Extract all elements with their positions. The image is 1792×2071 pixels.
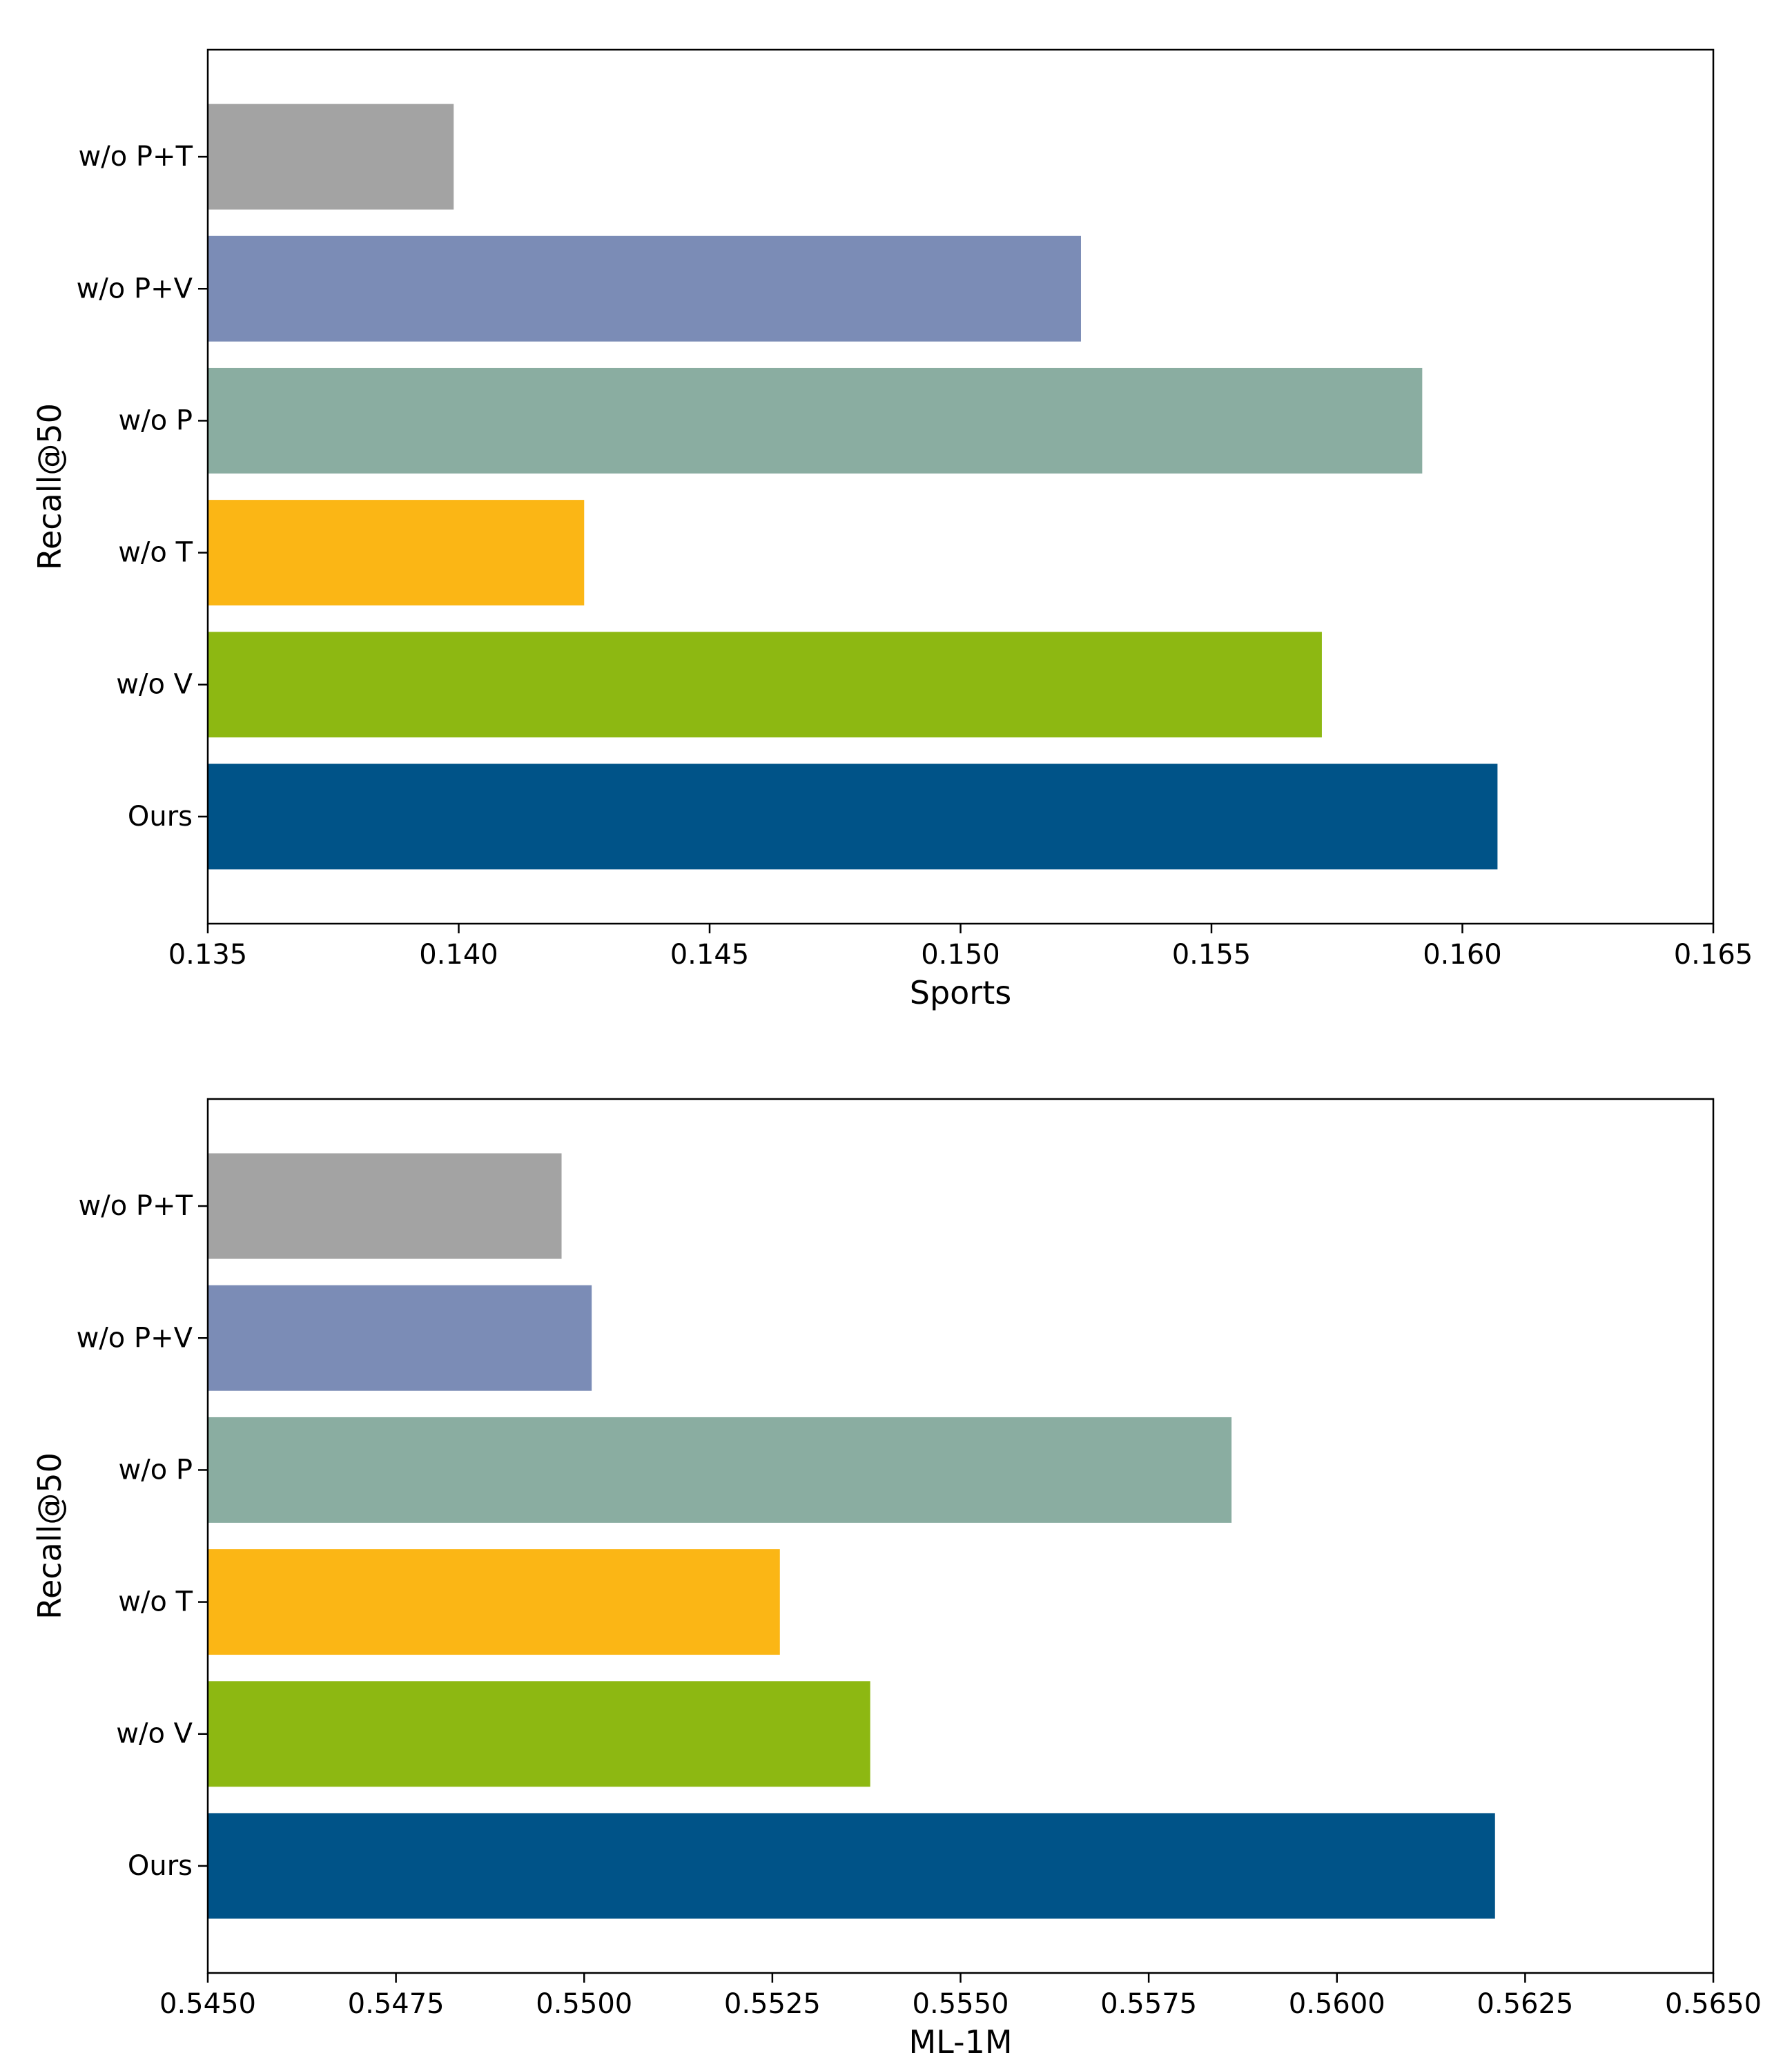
x-tick-label: 0.5525 (724, 1988, 821, 2020)
x-tick-label: 0.140 (419, 939, 498, 971)
x-axis-label: ML-1M (908, 2023, 1012, 2061)
y-axis-label: Recall@50 (31, 1452, 68, 1620)
category-label: Ours (128, 801, 193, 833)
bar-w-o-p (208, 1417, 1232, 1523)
category-label: w/o V (116, 1718, 193, 1750)
category-label: w/o V (116, 669, 193, 701)
bar-ours (208, 1813, 1495, 1919)
category-label: w/o T (118, 537, 193, 569)
bar-w-o-v (208, 632, 1322, 738)
bar-w-o-p-v (208, 1285, 592, 1391)
bar-w-o-p-v (208, 235, 1081, 342)
category-label: w/o T (118, 1586, 193, 1618)
bar-ours (208, 764, 1498, 870)
x-tick-label: 0.5600 (1289, 1988, 1385, 2020)
bar-w-o-p-t (208, 104, 454, 210)
category-label: w/o P (119, 1454, 193, 1486)
bar-w-o-p (208, 367, 1423, 474)
x-tick-label: 0.145 (670, 939, 750, 971)
x-tick-label: 0.150 (921, 939, 1000, 971)
bar-w-o-p-t (208, 1153, 562, 1259)
chart-ml-1m: w/o P+T w/o P+V w/o P w/o T w/o V Ours 0.5450 0… (31, 1098, 1762, 2061)
x-tick-label: 0.155 (1172, 939, 1252, 971)
category-label: w/o P (119, 405, 193, 436)
category-label: Ours (128, 1850, 193, 1882)
bar-w-o-t (208, 500, 585, 606)
x-tick-label: 0.5500 (536, 1988, 632, 2020)
x-tick-label: 0.5450 (159, 1988, 256, 2020)
bar-w-o-v (208, 1681, 870, 1787)
y-axis-label: Recall@50 (31, 403, 68, 570)
x-tick-label: 0.5625 (1477, 1988, 1573, 2020)
x-tick-label: 0.160 (1423, 939, 1502, 971)
x-tick-label: 0.5475 (348, 1988, 445, 2020)
category-label: w/o P+V (77, 1322, 193, 1354)
x-tick-label: 0.165 (1674, 939, 1753, 971)
x-axis-label: Sports (910, 974, 1011, 1011)
plot-frame (206, 1098, 1715, 1974)
category-label: w/o P+T (79, 141, 193, 173)
bar-w-o-t (208, 1549, 780, 1655)
x-tick-label: 0.5575 (1100, 1988, 1197, 2020)
x-tick-label: 0.5550 (913, 1988, 1009, 2020)
x-tick-label: 0.135 (168, 939, 248, 971)
category-label: w/o P+V (77, 273, 193, 304)
chart-sports: w/o P+T w/o P+V w/o P w/o T w/o V Ours 0.135 0.… (31, 48, 1753, 1011)
x-tick-label: 0.5650 (1665, 1988, 1762, 2020)
category-label: w/o P+T (79, 1190, 193, 1222)
plot-frame (206, 48, 1715, 925)
